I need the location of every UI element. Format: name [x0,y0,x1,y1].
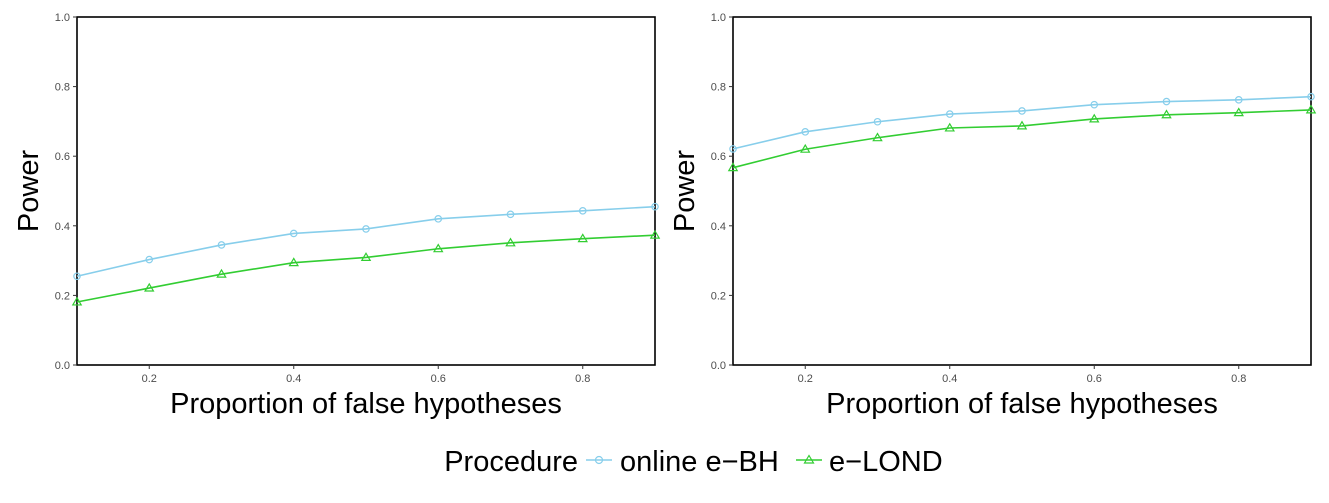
y-tick-label: 0.4 [55,221,70,233]
x-tick-label: 0.8 [575,373,590,385]
data-point-online-e-bh [801,128,810,136]
y-tick-label: 0.8 [55,82,70,94]
data-point-e-lond [1161,109,1172,119]
y-tick-label: 0.0 [711,360,726,372]
series-online-e-bh [73,202,659,281]
y-tick-label: 0.2 [711,290,726,302]
legend-label-e-lond: e−LOND [829,446,943,478]
legend-label-online-e-bh: online e−BH [620,446,779,478]
legend-key-online-e-bh [586,455,612,465]
y-tick-label: 1.0 [55,12,70,24]
left-plot-panel: 0.0 0.2 0.4 0.6 0.8 1.0 0.2 0.4 0.6 0.8 Proportion… [13,12,661,420]
x-tick-label: 0.4 [942,373,957,385]
series-online-e-bh [729,92,1315,153]
x-tick-label: 0.8 [1231,373,1246,385]
data-point-e-lond [1305,104,1317,114]
data-point-online-e-bh [945,110,954,118]
x-tick-label: 0.2 [142,373,157,385]
legend: Procedure online e−BH e−LOND [444,446,942,478]
right-plot-panel: 0.0 0.2 0.4 0.6 0.8 1.0 0.2 0.4 0.6 0.8 Proportion… [669,12,1317,420]
data-point-e-lond [1089,113,1100,123]
data-point-e-lond [944,122,955,132]
data-point-online-e-bh [1018,107,1026,115]
plot-frame [732,16,1312,366]
data-point-online-e-bh [873,117,882,126]
legend-triangle-marker-icon [803,454,815,464]
data-point-online-e-bh [73,272,81,281]
y-tick-label: 0.8 [711,82,726,94]
series-line-e-lond [76,234,656,303]
x-tick-label: 0.2 [798,373,813,385]
data-point-e-lond [649,229,661,239]
data-point-e-lond [727,162,739,172]
data-point-e-lond [505,237,516,247]
data-point-e-lond [1016,120,1028,130]
data-point-online-e-bh [1162,97,1171,106]
data-point-online-e-bh [362,225,370,233]
series-e-lond [71,229,661,306]
y-tick-label: 0.6 [55,151,70,163]
data-point-e-lond [577,233,588,243]
y-tick-label: 0.6 [711,151,726,163]
data-point-online-e-bh [1307,92,1315,101]
data-point-online-e-bh [651,202,659,211]
data-point-e-lond [144,282,155,292]
series-line-online-e-bh [76,205,656,278]
data-point-e-lond [360,252,372,262]
x-axis-title: Proportion of false hypotheses [826,388,1218,420]
legend-title: Procedure [444,446,578,478]
x-tick-label: 0.6 [1087,373,1102,385]
data-point-e-lond [288,257,299,267]
data-point-e-lond [71,296,83,306]
data-point-e-lond [872,132,883,142]
data-point-online-e-bh [434,215,443,223]
y-tick-label: 0.0 [55,360,70,372]
y-tick-label: 0.4 [711,221,726,233]
y-axis-title: Power [669,150,701,233]
data-point-online-e-bh [145,255,154,264]
data-point-online-e-bh [217,241,226,249]
data-point-e-lond [800,143,811,153]
x-tick-label: 0.4 [286,373,301,385]
legend-circle-marker-icon [594,455,604,465]
data-point-online-e-bh [289,229,298,238]
y-axis-title: Power [13,150,45,233]
x-tick-label: 0.6 [431,373,446,385]
data-point-e-lond [216,268,227,278]
data-point-online-e-bh [729,145,737,153]
legend-key-e-lond [796,454,822,464]
series-e-lond [727,104,1317,172]
plot-frame [76,16,656,366]
data-point-online-e-bh [578,207,587,215]
x-axis-title: Proportion of false hypotheses [170,388,562,420]
series-line-online-e-bh [732,95,1312,150]
data-point-online-e-bh [1234,96,1243,104]
y-tick-label: 0.2 [55,290,70,302]
data-point-online-e-bh [1090,100,1099,109]
data-point-online-e-bh [506,210,515,219]
data-point-e-lond [433,243,444,253]
series-line-e-lond [732,109,1312,169]
data-point-e-lond [1233,107,1244,117]
y-tick-label: 1.0 [711,12,726,24]
